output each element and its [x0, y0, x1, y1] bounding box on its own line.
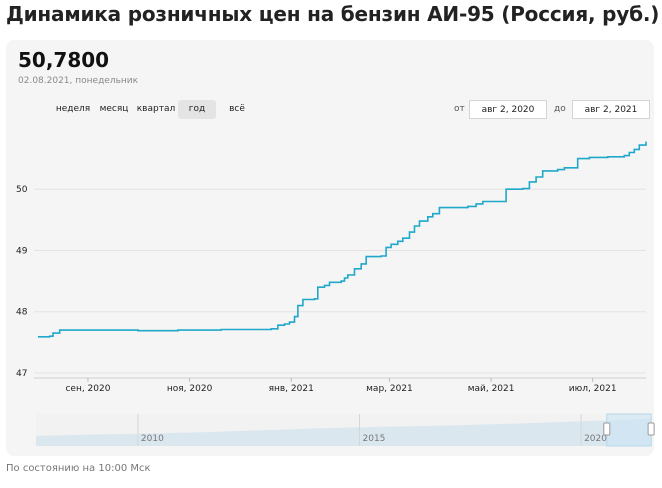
- y-tick-label: 48: [16, 308, 28, 318]
- navigator-left-handle[interactable]: [603, 422, 611, 436]
- period-quarter-button[interactable]: квартал: [136, 104, 176, 114]
- navigator-tick-label: 2020: [584, 434, 607, 444]
- period-all-button[interactable]: всё: [229, 104, 245, 114]
- navigator-right-handle[interactable]: [647, 422, 655, 436]
- x-tick-label: ноя, 2020: [167, 384, 213, 394]
- current-date: 02.08.2021, понедельник: [18, 76, 139, 86]
- current-value: 50,7800: [18, 48, 110, 72]
- footer-status: По состоянию на 10:00 Мск: [6, 463, 151, 474]
- y-tick-label: 50: [16, 185, 28, 195]
- page-title: Динамика розничных цен на бензин АИ-95 (…: [6, 2, 660, 26]
- navigator-area: [36, 418, 652, 446]
- period-year-button[interactable]: год: [178, 100, 216, 119]
- x-tick-label: сен, 2020: [65, 384, 110, 394]
- chart-grid: [34, 188, 646, 374]
- range-from-input[interactable]: [469, 100, 547, 119]
- x-tick-label: янв, 2021: [269, 384, 314, 394]
- x-tick-label: май, 2021: [468, 384, 515, 394]
- navigator-selection[interactable]: [606, 413, 652, 447]
- y-tick-label: 49: [16, 246, 28, 256]
- period-week-button[interactable]: неделя: [55, 104, 91, 114]
- chart-navigator[interactable]: 2010 2015 2020: [36, 413, 655, 447]
- range-to-label: до: [554, 104, 566, 114]
- price-series-line: [38, 141, 647, 338]
- y-axis: 47 48 49 50: [16, 185, 28, 379]
- range-from-label: от: [454, 104, 465, 114]
- x-tick-label: мар, 2021: [366, 384, 413, 394]
- x-axis: сен, 2020 ноя, 2020 янв, 2021 мар, 2021 май,…: [34, 377, 646, 394]
- navigator-tick-label: 2010: [141, 434, 164, 444]
- navigator-tick-label: 2015: [363, 434, 386, 444]
- y-tick-label: 47: [16, 369, 27, 379]
- x-tick-label: июл, 2021: [569, 384, 617, 394]
- period-month-button[interactable]: месяц: [99, 104, 129, 114]
- range-to-input[interactable]: [572, 100, 650, 119]
